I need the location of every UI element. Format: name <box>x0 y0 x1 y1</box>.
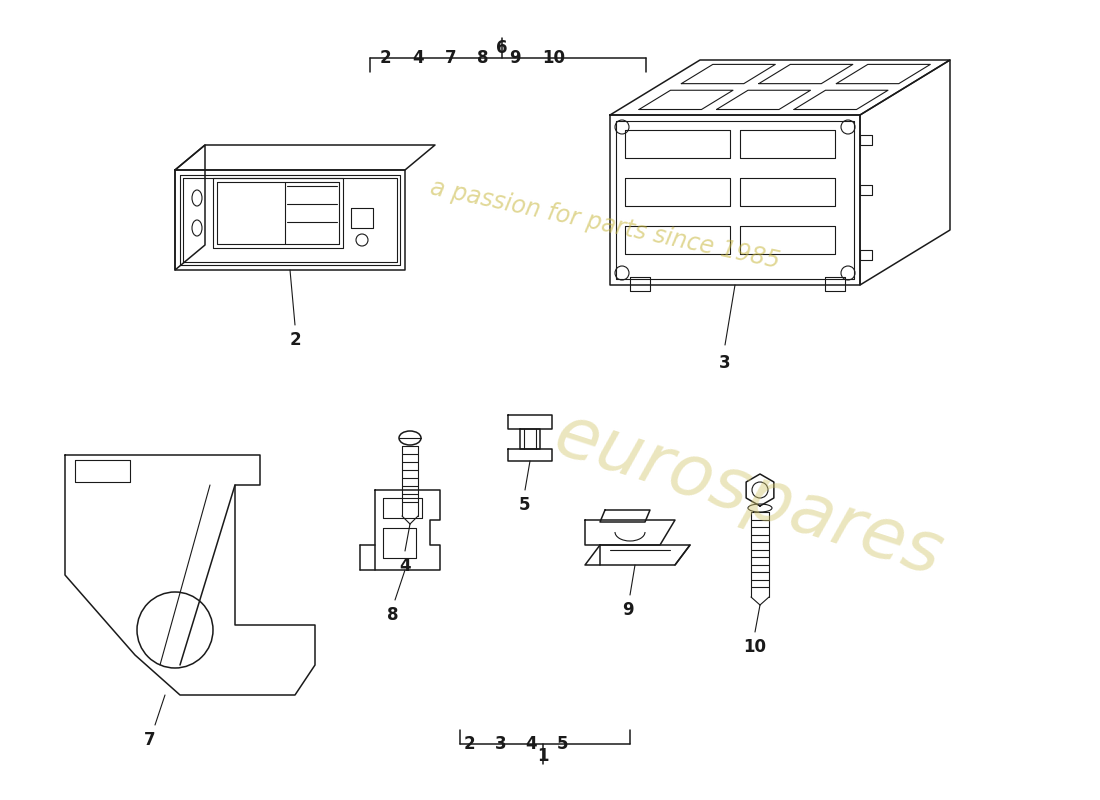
Text: 9: 9 <box>623 601 634 619</box>
Text: eurospares: eurospares <box>546 401 950 591</box>
Text: 4: 4 <box>526 735 537 754</box>
Text: 9: 9 <box>509 49 520 67</box>
Text: 8: 8 <box>387 606 398 624</box>
Text: 2: 2 <box>289 331 300 349</box>
Text: 3: 3 <box>719 354 730 372</box>
Text: 10: 10 <box>542 49 564 67</box>
Text: 4: 4 <box>412 49 424 67</box>
Text: 6: 6 <box>496 38 507 57</box>
Text: 8: 8 <box>477 49 488 67</box>
Text: 5: 5 <box>519 496 530 514</box>
Text: 2: 2 <box>464 735 475 754</box>
Text: a passion for parts since 1985: a passion for parts since 1985 <box>428 175 782 273</box>
Text: 7: 7 <box>446 49 456 67</box>
Text: 5: 5 <box>557 735 568 754</box>
Text: 7: 7 <box>144 731 156 749</box>
Text: 2: 2 <box>379 49 390 67</box>
Text: 3: 3 <box>495 735 506 754</box>
Text: 10: 10 <box>744 638 767 656</box>
Text: 4: 4 <box>399 557 410 575</box>
Text: 1: 1 <box>538 747 549 765</box>
